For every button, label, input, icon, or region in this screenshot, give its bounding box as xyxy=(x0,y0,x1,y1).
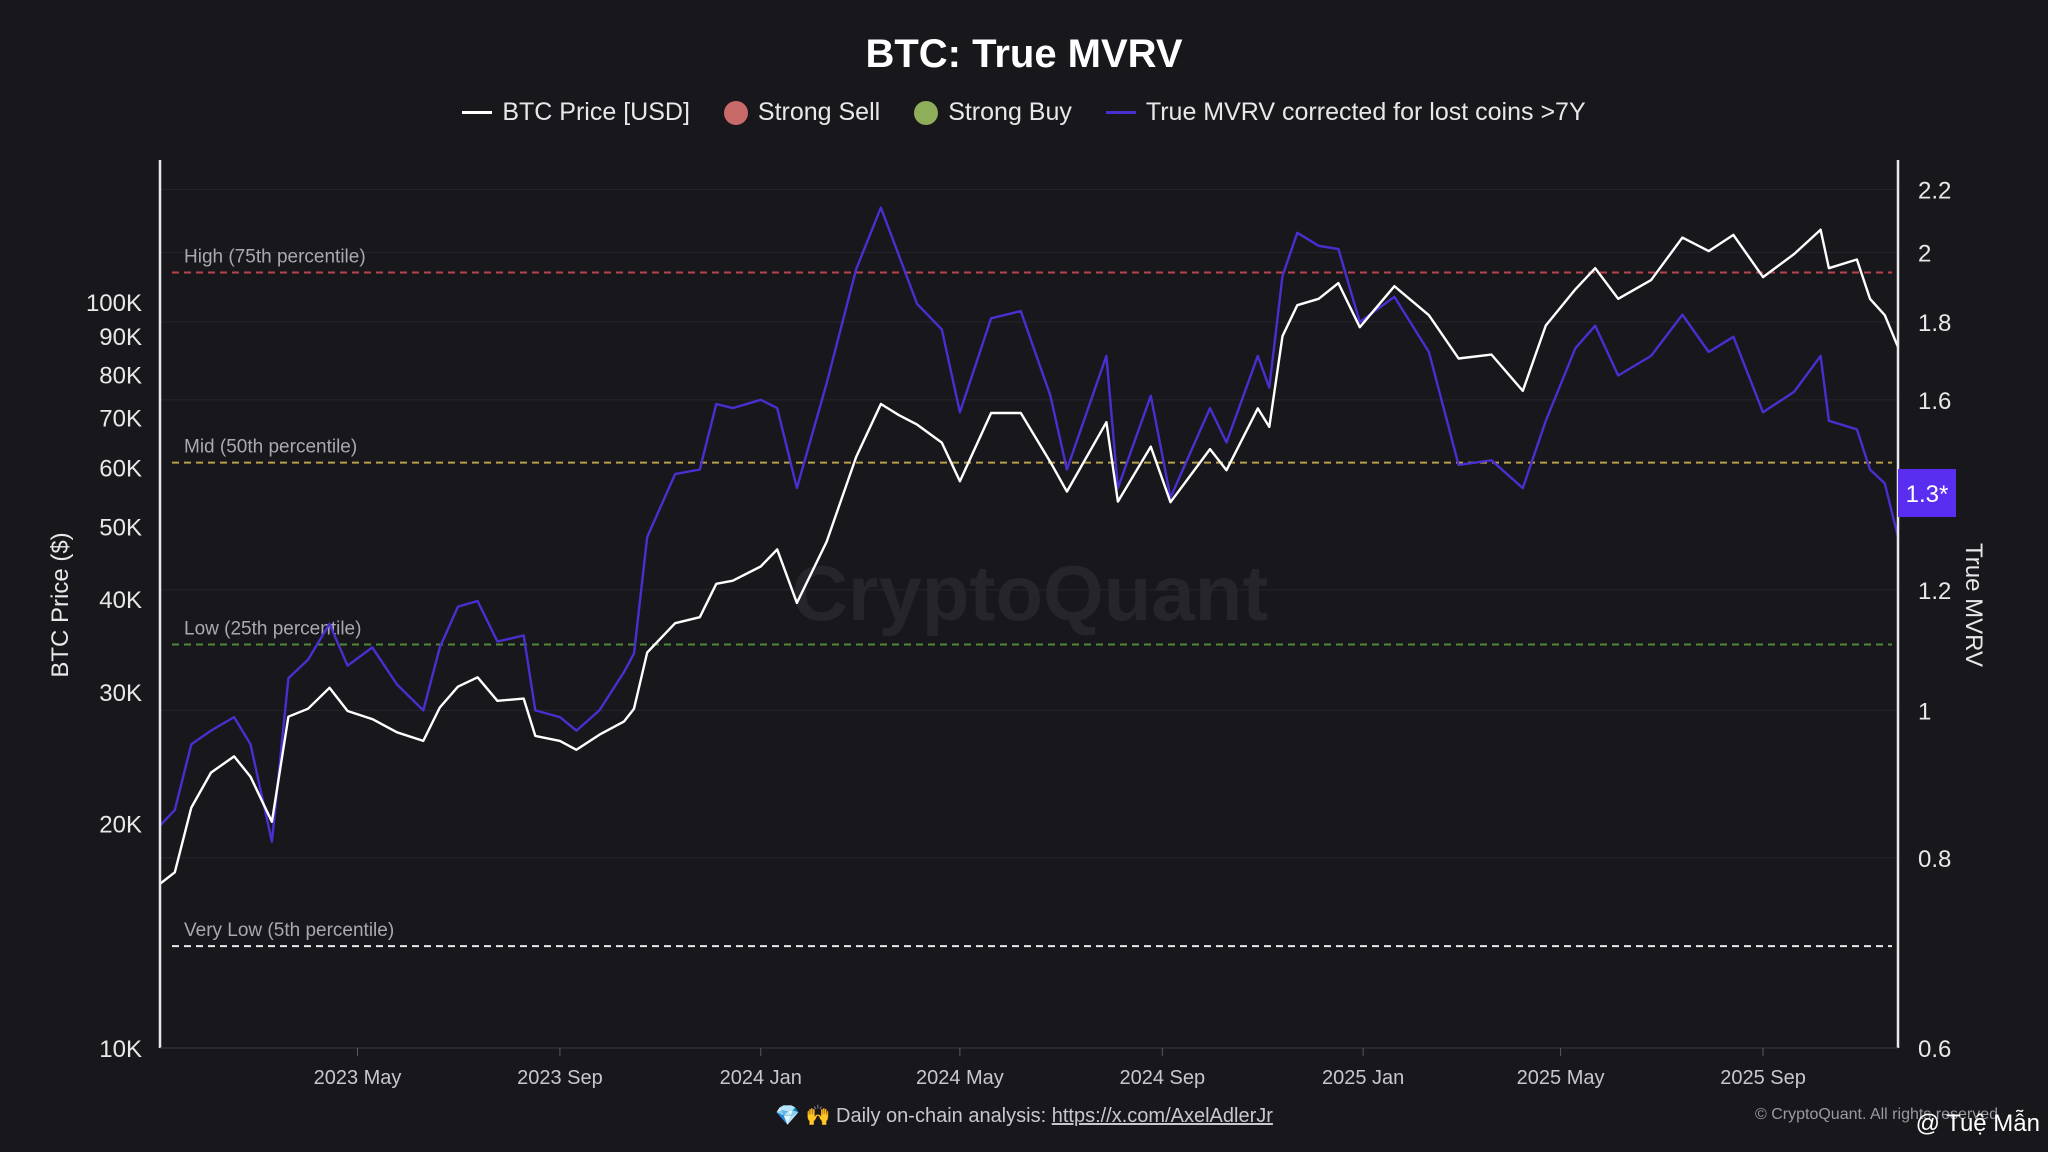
y-right-tick-label: 1 xyxy=(1918,698,1931,725)
y-right-tick-label: 1.8 xyxy=(1918,310,1951,337)
y-right-tick-label: 1.6 xyxy=(1918,388,1951,415)
reference-line-label: Very Low (5th percentile) xyxy=(184,920,394,941)
y-left-tick-label: 30K xyxy=(99,680,142,707)
footer-emoji: 💎 🙌 xyxy=(775,1105,831,1127)
legend-item-strong-buy[interactable]: Strong Buy xyxy=(914,98,1072,127)
x-tick-label: 2025 May xyxy=(1517,1067,1605,1089)
footer-text: Daily on-chain analysis: xyxy=(836,1105,1047,1127)
axis-layer: 10K 20K 30K 40K 50K 60K 70K 80K 90K 100K 0.6 0.8 1 1.… xyxy=(47,160,1987,1089)
user-tag: @ Tuệ Mẫn xyxy=(1915,1110,2040,1137)
y-left-tick-label: 10K xyxy=(99,1036,142,1063)
legend-swatch-strong-buy xyxy=(914,100,939,125)
legend-item-strong-sell[interactable]: Strong Sell xyxy=(723,98,881,127)
series-layer xyxy=(159,206,1900,885)
x-tick-label: 2024 May xyxy=(916,1067,1004,1089)
legend-item-btc-price[interactable]: BTC Price [USD] xyxy=(462,98,690,127)
legend-label-btc-price: BTC Price [USD] xyxy=(502,98,690,126)
x-tick-label: 2024 Sep xyxy=(1119,1067,1205,1089)
y-left-tick-label: 50K xyxy=(99,515,142,542)
reference-line-label: Mid (50th percentile) xyxy=(184,437,357,458)
y-right-tick-label: 2.2 xyxy=(1918,177,1951,204)
y-right-tick-label: 1.2 xyxy=(1918,578,1951,605)
reference-line-label: Low (25th percentile) xyxy=(184,618,361,639)
x-tick-label: 2023 May xyxy=(314,1067,402,1089)
series-line-btc-price xyxy=(159,228,1900,885)
reference-lines-layer: High (75th percentile) Mid (50th percenti… xyxy=(172,246,1892,948)
chart-title: BTC: True MVRV xyxy=(865,32,1183,76)
y-left-axis-title: BTC Price ($) xyxy=(47,532,74,677)
footer: 💎 🙌 Daily on-chain analysis: https://x.c… xyxy=(0,1103,2048,1128)
watermark-text: CryptoQuant xyxy=(792,549,1269,637)
current-value-badge-text: 1.3* xyxy=(1906,481,1949,508)
y-left-tick-label: 90K xyxy=(99,324,142,351)
legend-swatch-strong-sell xyxy=(723,100,748,125)
y-left-tick-label: 60K xyxy=(99,455,142,482)
y-left-tick-label: 70K xyxy=(99,406,142,433)
y-left-tick-label: 20K xyxy=(99,811,142,838)
y-right-tick-label: 0.6 xyxy=(1918,1036,1951,1063)
y-right-tick-label: 0.8 xyxy=(1918,846,1951,873)
y-left-tick-label: 100K xyxy=(86,290,142,317)
x-tick-label: 2025 Jan xyxy=(1322,1067,1404,1089)
x-tick-label: 2023 Sep xyxy=(517,1067,603,1089)
legend-label-true-mvrv: True MVRV corrected for lost coins >7Y xyxy=(1145,98,1586,126)
y-right-tick-label: 2 xyxy=(1918,240,1931,267)
copyright-text: © CryptoQuant. All rights reserved xyxy=(1755,1106,1998,1123)
legend-label-strong-sell: Strong Sell xyxy=(757,98,881,126)
x-tick-label: 2024 Jan xyxy=(720,1067,802,1089)
current-value-badge: 1.3* xyxy=(1898,469,1956,517)
legend-swatch-btc-price xyxy=(462,111,493,114)
legend-label-strong-buy: Strong Buy xyxy=(948,98,1072,126)
reference-line-label: High (75th percentile) xyxy=(184,246,366,267)
legend: BTC Price [USD] Strong Sell Strong Buy T… xyxy=(0,98,2048,127)
legend-item-true-mvrv[interactable]: True MVRV corrected for lost coins >7Y xyxy=(1105,98,1586,127)
y-right-axis-title: True MVRV xyxy=(1960,543,1987,667)
x-tick-label: 2025 Sep xyxy=(1720,1067,1806,1089)
series-line-true-mvrv xyxy=(159,206,1900,843)
legend-swatch-true-mvrv xyxy=(1105,111,1136,114)
y-left-tick-label: 80K xyxy=(99,362,142,389)
footer-link[interactable]: https://x.com/AxelAdlerJr xyxy=(1051,1105,1273,1127)
y-left-tick-label: 40K xyxy=(99,587,142,614)
